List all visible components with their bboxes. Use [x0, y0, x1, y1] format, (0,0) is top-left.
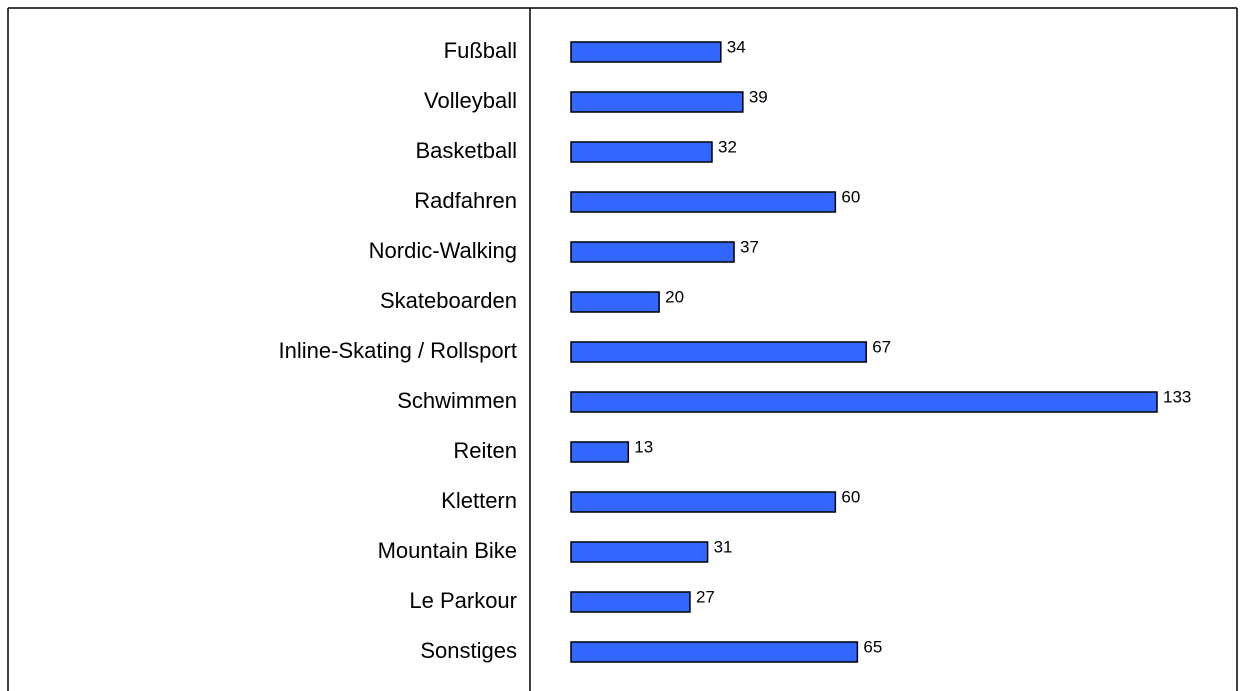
bar [570, 91, 744, 113]
value-label: 65 [863, 637, 882, 656]
value-label: 27 [696, 587, 715, 606]
value-label: 133 [1163, 387, 1191, 406]
value-label: 34 [727, 37, 746, 56]
category-label: Le Parkour [409, 588, 517, 613]
value-label: 67 [872, 337, 891, 356]
category-label: Reiten [453, 438, 517, 463]
bar [570, 141, 713, 163]
category-label: Mountain Bike [378, 538, 517, 563]
value-label: 20 [665, 287, 684, 306]
bar [570, 241, 735, 263]
value-label: 32 [718, 137, 737, 156]
value-label: 60 [841, 187, 860, 206]
category-label: Klettern [441, 488, 517, 513]
category-label: Volleyball [424, 88, 517, 113]
value-label: 13 [634, 437, 653, 456]
value-label: 39 [749, 87, 768, 106]
value-label: 60 [841, 487, 860, 506]
category-label: Basketball [415, 138, 517, 163]
bar [570, 591, 691, 613]
bar [570, 191, 837, 213]
category-label: Schwimmen [397, 388, 517, 413]
bar [570, 291, 660, 313]
bar [570, 41, 722, 63]
category-label: Inline-Skating / Rollsport [279, 338, 517, 363]
value-label: 37 [740, 237, 759, 256]
category-label: Skateboarden [380, 288, 517, 313]
bar [570, 341, 867, 363]
bar [570, 441, 630, 463]
bar [570, 641, 859, 663]
category-label: Radfahren [414, 188, 517, 213]
bar [570, 541, 709, 563]
bar [570, 491, 837, 513]
bar [570, 391, 1158, 413]
value-label: 31 [714, 537, 733, 556]
category-label: Nordic-Walking [369, 238, 517, 263]
category-label: Sonstiges [420, 638, 517, 663]
category-label: Fußball [444, 38, 517, 63]
